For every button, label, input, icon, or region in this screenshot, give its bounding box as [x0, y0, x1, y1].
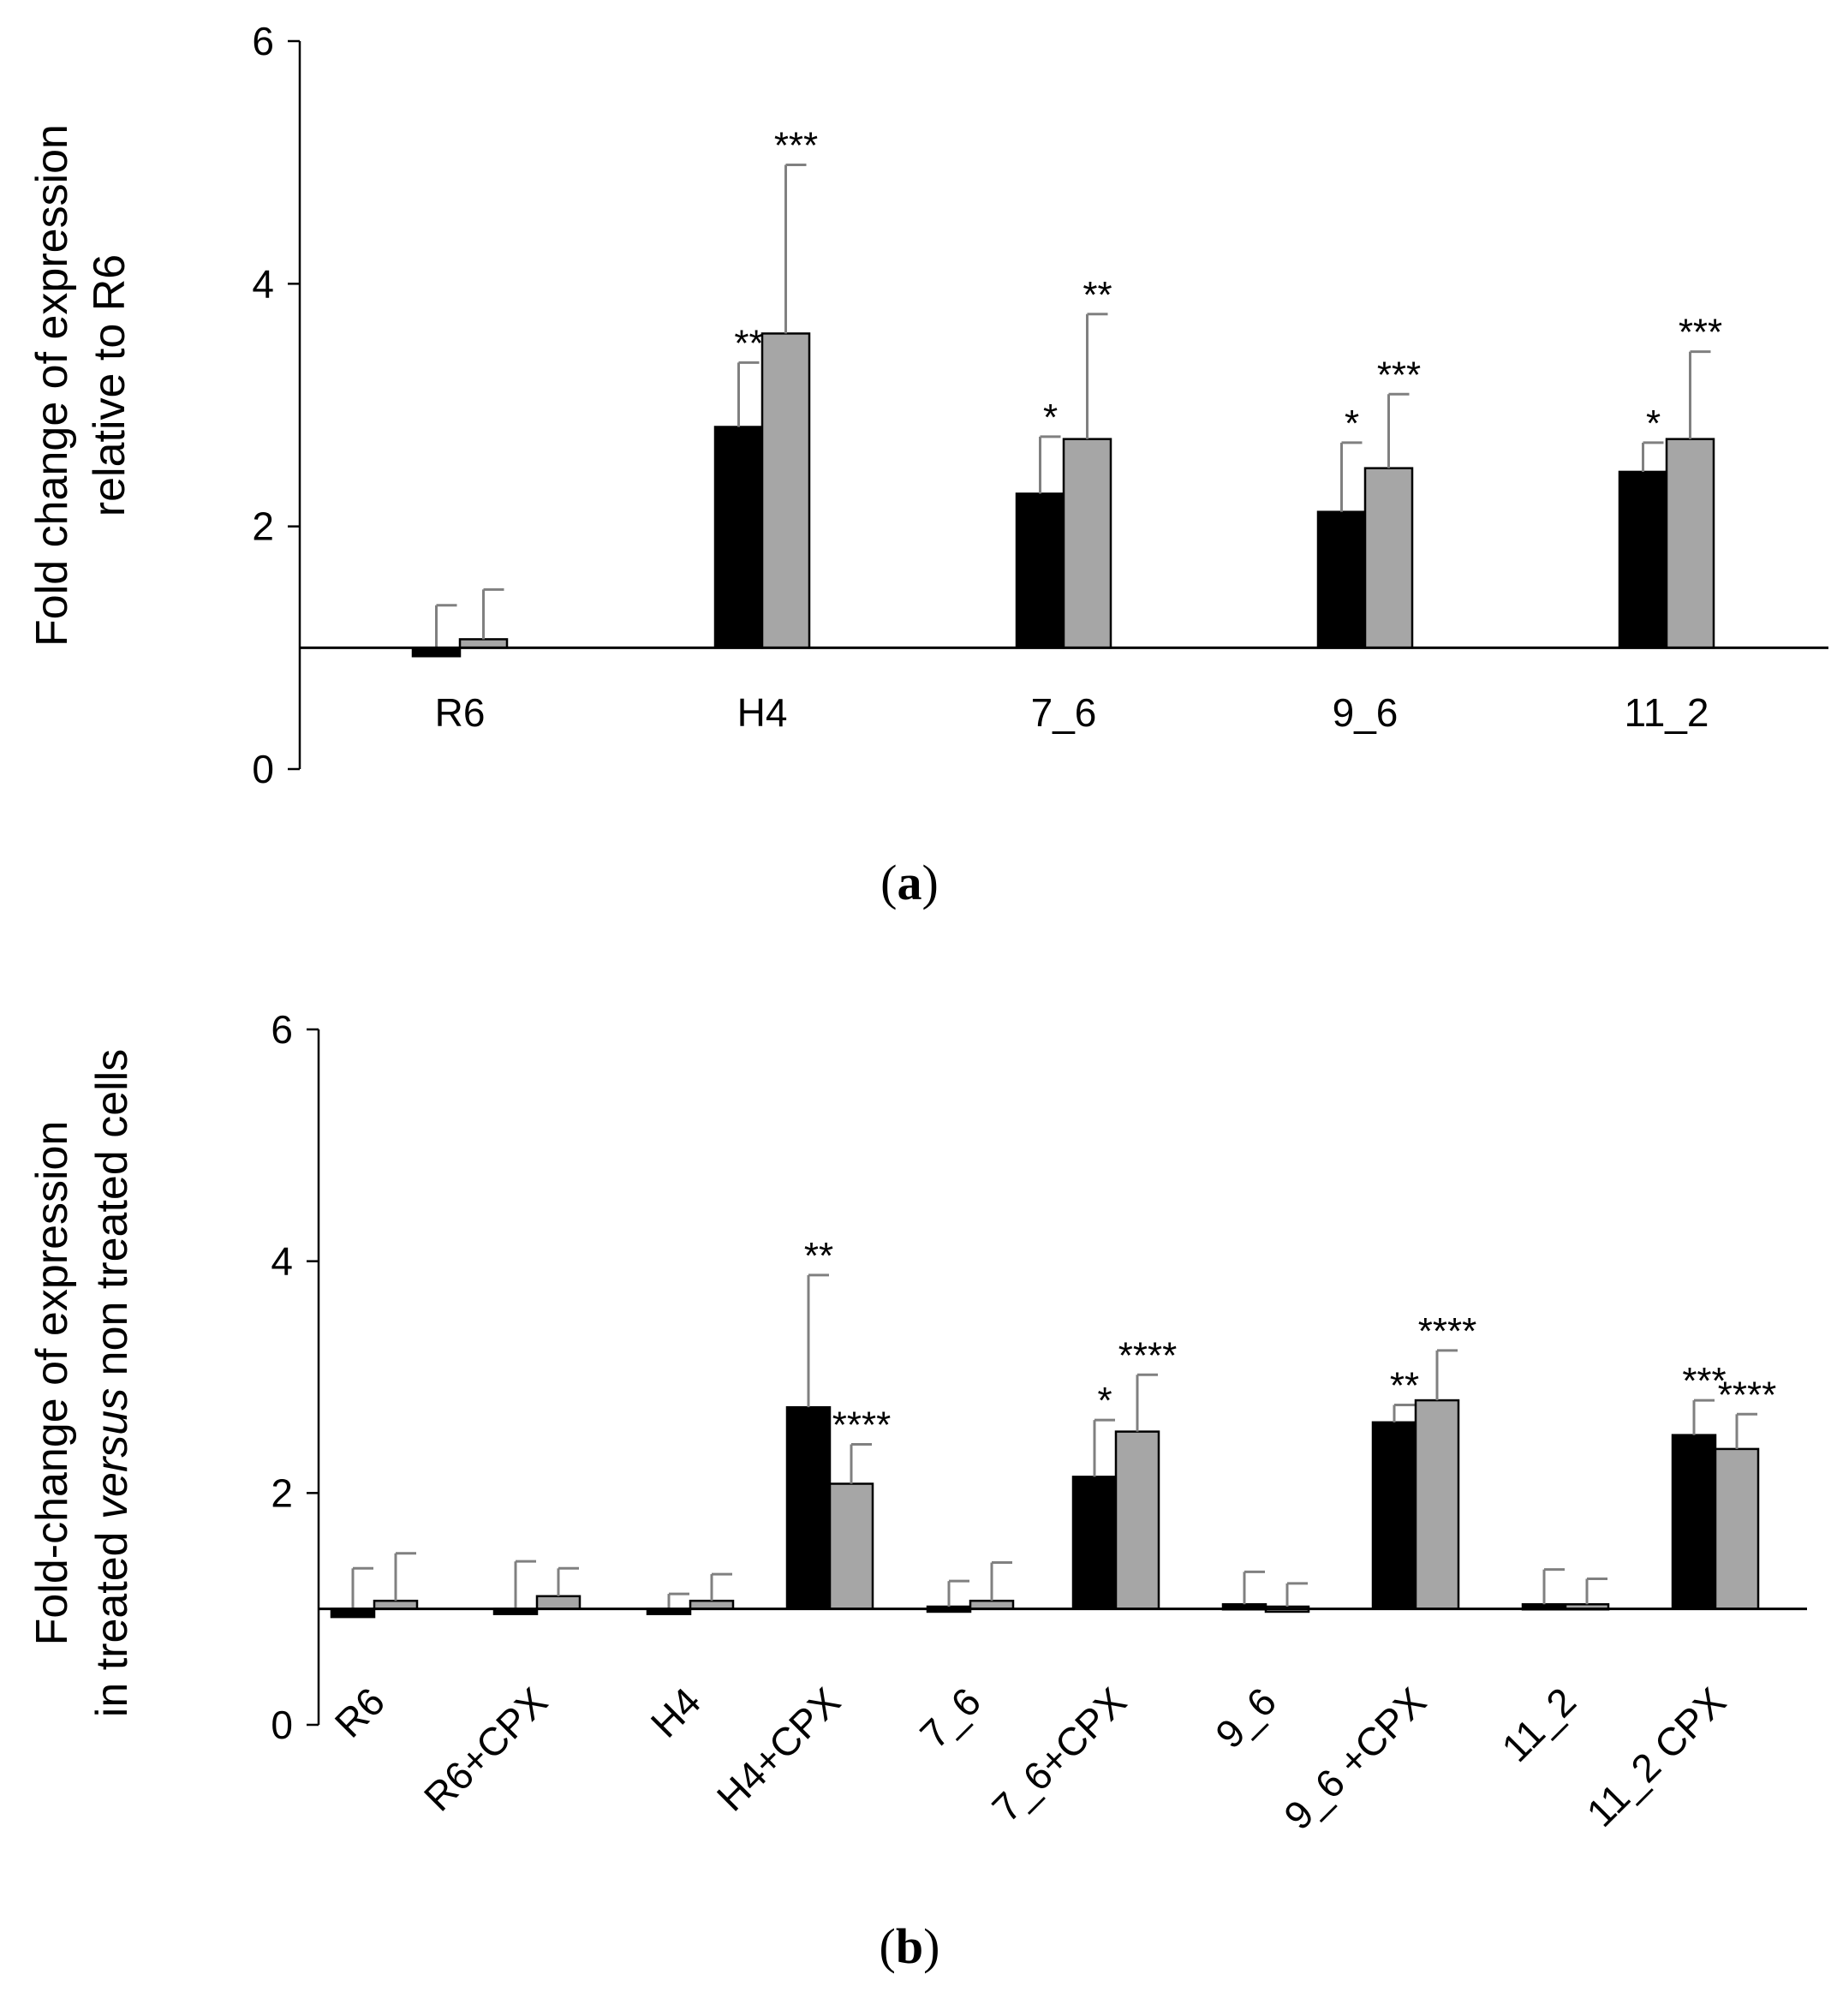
significance-label: ** — [1390, 1364, 1419, 1406]
significance-label: * — [1345, 403, 1359, 444]
bar — [535, 1595, 582, 1610]
bar — [785, 1405, 832, 1610]
x-tick-label: R6 — [435, 690, 486, 735]
bar — [1714, 1447, 1760, 1610]
x-tick-label: 11_2 CPX — [1578, 1679, 1734, 1835]
panel-label-b: (b) — [880, 1918, 940, 1974]
y-axis-label-b-suffix: non treated cells — [87, 1049, 137, 1388]
significance-label: *** — [1682, 1360, 1726, 1402]
bar — [1618, 470, 1668, 649]
bar — [713, 426, 764, 649]
significance-label: * — [1097, 1380, 1112, 1422]
y-tick-label: 4 — [252, 261, 274, 306]
y-tick-label: 2 — [252, 504, 274, 549]
y-tick-label: 0 — [252, 747, 274, 791]
y-tick-label: 6 — [271, 1007, 293, 1052]
bar — [760, 332, 811, 649]
x-tick-label: 9_6 — [1333, 690, 1399, 735]
significance-label: ** — [1083, 274, 1112, 316]
significance-label: *** — [1377, 354, 1421, 396]
x-tick-label: 11_2 — [1493, 1679, 1584, 1770]
bar — [1062, 438, 1112, 649]
bar — [1015, 492, 1065, 649]
x-tick-label: 7_6 — [1031, 690, 1097, 735]
bar — [1071, 1476, 1118, 1610]
x-tick-label: 7_6 — [911, 1679, 989, 1757]
bar — [1114, 1430, 1160, 1610]
significance-label: **** — [1118, 1334, 1178, 1376]
y-axis-a: 0 2 4 6 — [252, 19, 301, 791]
significance-label: **** — [1718, 1374, 1777, 1416]
y-tick-label: 0 — [271, 1703, 293, 1747]
x-tick-label: 9_6 +CPX — [1275, 1679, 1434, 1838]
panel-label-a: (a) — [880, 855, 939, 910]
x-tick-label: 7_6+CPX — [983, 1679, 1135, 1830]
y-axis-b: 0 2 4 6 — [271, 1007, 320, 1747]
x-tick-label: 9_6 — [1207, 1679, 1285, 1757]
significance-label: ** — [804, 1235, 833, 1277]
significance-label: ** — [734, 322, 763, 364]
significance-label: *** — [774, 125, 818, 167]
bars-b: ************************ — [319, 1235, 1807, 1619]
x-tick-label: R6 — [326, 1679, 393, 1745]
bar — [1316, 510, 1367, 649]
bar — [1671, 1434, 1717, 1610]
y-tick-label: 6 — [252, 19, 274, 63]
y-axis-label-b-italic: versus — [87, 1388, 137, 1519]
y-axis-label-a-line2: relative to R6 — [85, 254, 134, 516]
significance-label: **** — [1418, 1310, 1477, 1352]
bar — [1414, 1399, 1460, 1610]
y-tick-label: 2 — [271, 1470, 293, 1515]
bars-a: **************** — [300, 125, 1828, 658]
y-axis-label-b-line2: in treated versus non treated cells — [87, 1049, 137, 1717]
significance-label: **** — [832, 1404, 892, 1446]
x-tick-labels-a: R6 H4 7_6 9_6 11_2 — [435, 690, 1709, 735]
x-tick-label: 11_2 — [1625, 690, 1709, 735]
x-tick-label: H4 — [642, 1679, 709, 1745]
significance-label: *** — [1679, 312, 1722, 354]
bar — [1363, 467, 1414, 649]
bar — [828, 1482, 874, 1610]
x-tick-label: H4+CPX — [708, 1679, 849, 1819]
x-tick-label: R6+CPX — [415, 1679, 556, 1819]
bar — [1665, 438, 1715, 649]
y-tick-label: 4 — [271, 1239, 293, 1284]
significance-label: * — [1043, 397, 1058, 438]
y-axis-label-a-line1: Fold change of expression — [27, 124, 77, 647]
y-axis-label-b-line1: Fold-change of expression — [27, 1121, 77, 1646]
significance-label: * — [1646, 403, 1661, 444]
y-axis-label-b-prefix: in treated — [87, 1519, 137, 1717]
bar — [1371, 1421, 1417, 1610]
x-tick-label: H4 — [737, 690, 788, 735]
